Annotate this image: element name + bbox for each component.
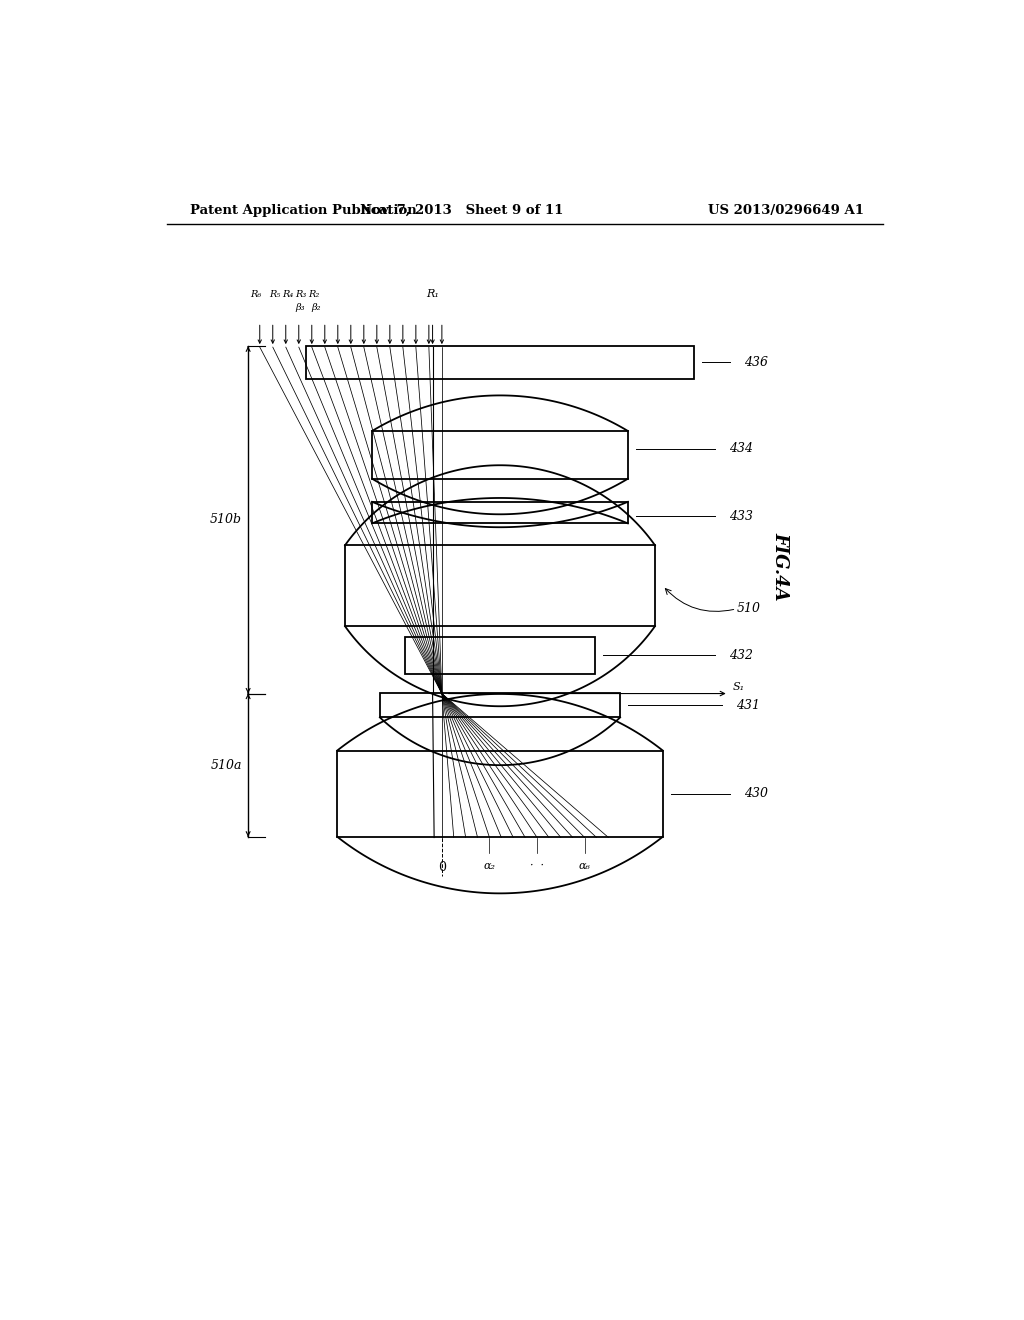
Text: R₅: R₅ <box>268 289 280 298</box>
Text: 431: 431 <box>736 698 761 711</box>
Text: R₄: R₄ <box>282 289 293 298</box>
Text: 430: 430 <box>744 787 768 800</box>
Text: S₁: S₁ <box>732 682 744 692</box>
Bar <box>306 346 693 379</box>
Bar <box>372 502 628 523</box>
Text: 510: 510 <box>736 602 761 615</box>
Text: 0: 0 <box>438 861 445 874</box>
Text: β₂: β₂ <box>311 304 321 313</box>
Text: Nov. 7, 2013   Sheet 9 of 11: Nov. 7, 2013 Sheet 9 of 11 <box>359 205 563 218</box>
Text: R₆: R₆ <box>250 289 261 298</box>
Text: α₆: α₆ <box>579 861 591 871</box>
Text: 432: 432 <box>729 648 753 661</box>
Text: 436: 436 <box>744 356 768 370</box>
Text: ·  ·: · · <box>530 861 544 871</box>
Text: R₂: R₂ <box>307 289 318 298</box>
Text: α₂: α₂ <box>483 861 496 871</box>
Bar <box>345 545 655 626</box>
Text: Patent Application Publication: Patent Application Publication <box>190 205 417 218</box>
Text: 510b: 510b <box>210 513 242 527</box>
Bar <box>406 636 595 673</box>
Bar <box>337 751 663 837</box>
Text: US 2013/0296649 A1: US 2013/0296649 A1 <box>709 205 864 218</box>
Text: FIG.4A: FIG.4A <box>771 532 790 601</box>
Text: R₃: R₃ <box>295 289 306 298</box>
Bar <box>372 430 628 479</box>
Text: 510a: 510a <box>210 759 242 772</box>
Text: 434: 434 <box>729 442 753 455</box>
Text: β₃: β₃ <box>296 304 305 313</box>
Text: R₁: R₁ <box>426 289 439 298</box>
Text: 433: 433 <box>729 510 753 523</box>
Bar <box>380 693 621 718</box>
